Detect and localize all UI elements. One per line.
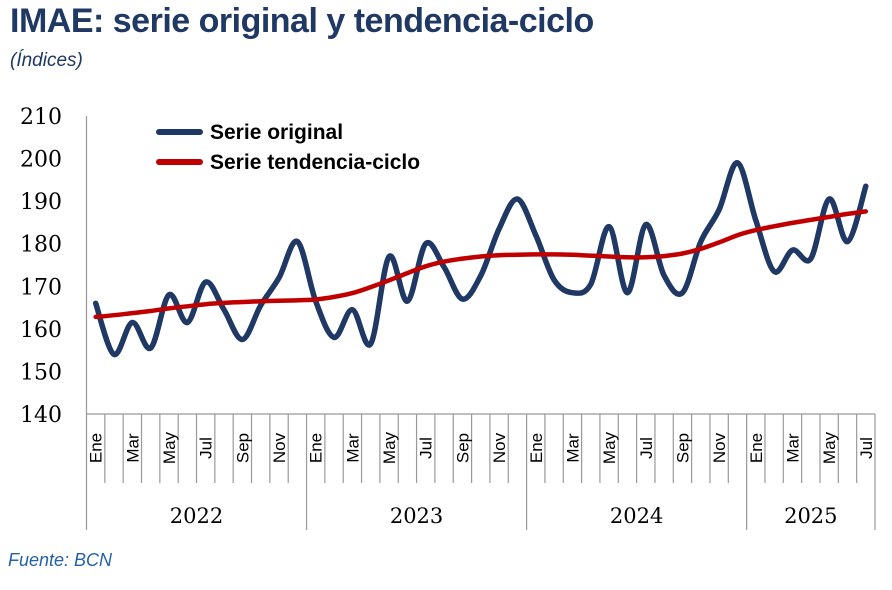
month-tick-label: May	[380, 431, 399, 464]
chart-legend: Serie original Serie tendencia-ciclo	[156, 119, 420, 175]
month-tick-label: Mar	[783, 433, 802, 463]
month-tick-label: Ene	[307, 433, 326, 463]
month-tick-label: May	[820, 431, 839, 464]
legend-item-serie-original: Serie original	[156, 119, 420, 145]
legend-label-serie-original: Serie original	[210, 120, 344, 144]
y-axis-tick-label: 140	[20, 403, 62, 428]
month-tick-label: Jul	[637, 437, 656, 459]
month-tick-label: Jul	[857, 437, 876, 459]
month-tick-label: Mar	[563, 433, 582, 463]
year-label: 2022	[170, 504, 223, 528]
y-axis-tick-label: 160	[20, 318, 62, 343]
month-tick-label: Ene	[747, 433, 766, 463]
month-tick-label: Ene	[87, 433, 106, 463]
serie-tendencia-ciclo-path	[93, 209, 869, 320]
year-label: 2023	[390, 504, 443, 528]
y-axis-tick-label: 190	[20, 190, 62, 215]
month-tick-label: Jul	[417, 437, 436, 459]
legend-item-serie-tendencia: Serie tendencia-ciclo	[156, 149, 420, 175]
month-tick-label: Mar	[343, 433, 362, 463]
month-tick-label: May	[160, 431, 179, 464]
page-subtitle: (Índices)	[10, 50, 83, 71]
y-axis-tick-label: 200	[20, 148, 62, 173]
month-tick-label: Sep	[673, 433, 692, 463]
month-tick-label: Nov	[490, 432, 509, 463]
legend-swatch-serie-original	[156, 129, 203, 135]
month-tick-label: Ene	[527, 433, 546, 463]
source-note: Fuente: BCN	[8, 550, 113, 570]
serie-original-path	[92, 160, 869, 358]
month-tick-label: Nov	[270, 432, 289, 463]
month-tick-label: Sep	[453, 433, 472, 463]
legend-label-serie-tendencia: Serie tendencia-ciclo	[210, 150, 421, 174]
y-axis-tick-label: 210	[20, 105, 62, 130]
year-label: 2025	[784, 504, 837, 528]
y-axis-tick-label: 180	[20, 233, 62, 258]
month-tick-label: May	[600, 431, 619, 464]
month-tick-label: Sep	[233, 433, 252, 463]
month-tick-label: Jul	[197, 437, 216, 459]
year-label: 2024	[610, 504, 663, 528]
legend-swatch-serie-tendencia	[156, 159, 203, 165]
month-tick-label: Mar	[123, 433, 142, 463]
y-axis-tick-label: 150	[20, 360, 62, 385]
month-tick-label: Nov	[710, 432, 729, 463]
y-axis-tick-label: 170	[20, 275, 62, 300]
page-title: IMAE: serie original y tendencia-ciclo	[10, 2, 594, 40]
